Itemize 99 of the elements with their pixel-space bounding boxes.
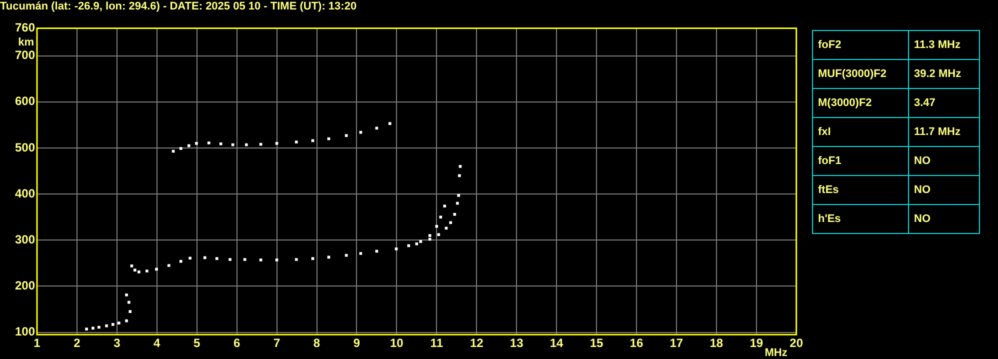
x-tick-label: 18 <box>710 336 724 350</box>
x-tick-label: 1 <box>34 336 41 350</box>
text: 39.2 MHz <box>914 68 962 80</box>
point <box>219 142 222 146</box>
point <box>215 257 218 260</box>
x-tick-label: 3 <box>114 336 121 350</box>
point <box>188 256 192 260</box>
text: NO <box>914 184 930 196</box>
y-tick-label: 700 <box>14 48 36 62</box>
point <box>155 268 158 271</box>
point <box>275 258 278 262</box>
y-tick-label: 500 <box>14 140 36 154</box>
y-tick-label: 100 <box>14 324 36 339</box>
x-tick-label: 16 <box>630 336 644 350</box>
point <box>294 258 298 261</box>
point <box>428 238 432 241</box>
category-label: foF2 <box>812 30 908 60</box>
y-tick-label: 300 <box>14 232 36 246</box>
y-tick-label: 600 <box>14 94 36 108</box>
x-tick-label: 7 <box>273 336 280 350</box>
point <box>128 310 132 313</box>
point <box>195 142 198 145</box>
x-tick-label: 4 <box>154 336 161 350</box>
x-tick-label: 2 <box>74 336 81 350</box>
x-axis-title: MHz <box>764 347 788 359</box>
point <box>415 242 418 246</box>
text: 11.3 MHz <box>914 39 960 51</box>
point <box>311 139 314 142</box>
category-label: h'Es <box>812 204 908 234</box>
category-label: foF1 <box>812 146 908 176</box>
point <box>187 144 190 148</box>
point <box>105 324 108 328</box>
text: NO <box>914 155 930 167</box>
point <box>92 326 94 330</box>
point <box>125 319 128 322</box>
y-tick-label: 760 <box>14 20 36 35</box>
text: NO <box>914 213 930 225</box>
point <box>344 134 348 137</box>
x-tick-label: 6 <box>233 336 240 350</box>
point <box>98 326 100 329</box>
point <box>179 147 182 150</box>
x-tick-label: 14 <box>550 336 564 350</box>
text: 11.7 MHz <box>914 126 960 138</box>
point <box>275 142 278 145</box>
x-tick-label: 15 <box>590 336 604 350</box>
point <box>137 270 140 274</box>
point <box>245 143 248 146</box>
x-tick-label: 12 <box>470 336 484 350</box>
point <box>435 224 438 228</box>
point <box>457 194 460 197</box>
x-tick-label: 8 <box>313 336 320 350</box>
text: 3.47 <box>914 97 936 109</box>
x-tick-label: 11 <box>430 336 444 350</box>
point <box>388 122 392 125</box>
point <box>458 174 461 178</box>
point <box>437 233 440 236</box>
point <box>207 142 210 144</box>
category-label: ftEs <box>812 176 908 204</box>
point <box>294 140 298 144</box>
point <box>125 294 128 296</box>
point <box>243 258 246 261</box>
point <box>118 322 120 324</box>
point <box>344 254 348 257</box>
category-label: MUF(3000)F2 <box>812 60 908 88</box>
x-tick-label: 19 <box>750 336 764 350</box>
chart-title: Tucumán (lat: -26.9, lon: 294.6) - DATE: 2025 05 10 - TIME (UT): 13:20 <box>0 0 357 13</box>
y-axis-title: km <box>18 36 34 49</box>
point <box>228 258 232 261</box>
point <box>359 252 362 255</box>
point <box>85 328 88 330</box>
x-tick-label: 17 <box>670 336 684 350</box>
point <box>145 270 148 272</box>
x-tick-label: 10 <box>390 336 404 350</box>
x-tick-label: 5 <box>194 336 201 350</box>
category-label: M(3000)F2 <box>812 88 908 118</box>
category-label: fxI <box>812 118 908 146</box>
point <box>456 202 459 205</box>
point <box>134 268 136 272</box>
point <box>259 258 262 262</box>
point <box>439 216 442 219</box>
point <box>112 323 114 326</box>
point <box>311 257 314 260</box>
point <box>130 264 134 268</box>
point <box>419 240 422 243</box>
point <box>128 300 130 304</box>
y-tick-label: 200 <box>14 278 36 293</box>
point <box>443 204 446 208</box>
point <box>167 264 170 267</box>
point <box>449 221 452 224</box>
point <box>394 247 398 250</box>
point <box>428 234 432 237</box>
x-tick-label: 20 <box>790 336 804 350</box>
x-tick-label: 13 <box>510 336 524 350</box>
point <box>458 165 462 168</box>
x-tick-label: 9 <box>353 336 360 350</box>
y-tick-label: 400 <box>14 186 36 200</box>
point <box>179 260 182 263</box>
point <box>203 256 206 260</box>
point <box>453 212 456 216</box>
